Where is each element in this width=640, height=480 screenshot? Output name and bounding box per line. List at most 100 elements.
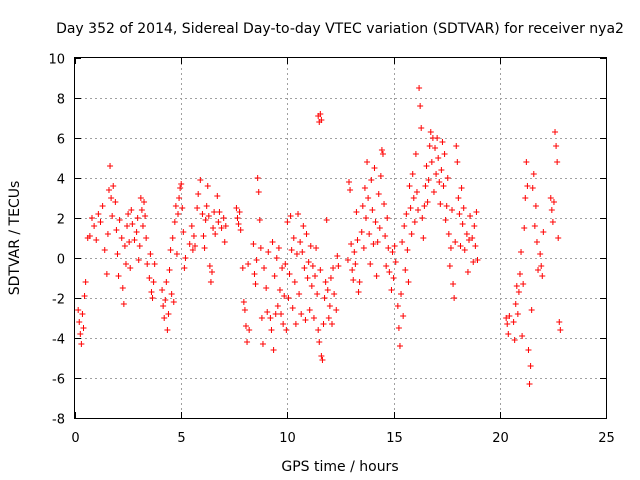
data-point (556, 319, 563, 325)
data-point (455, 195, 462, 201)
data-point (516, 271, 523, 277)
data-point (413, 189, 420, 195)
data-point (134, 215, 141, 221)
data-point (142, 213, 149, 219)
data-point (202, 217, 209, 223)
data-point (390, 275, 397, 281)
x-tick-label: 0 (71, 431, 79, 446)
data-point (416, 85, 423, 91)
data-point (521, 225, 528, 231)
y-tick-label: -4 (52, 333, 65, 348)
data-point (318, 353, 325, 359)
data-point (181, 265, 188, 271)
y-tick-label: 0 (57, 253, 65, 268)
data-point (109, 213, 116, 219)
data-point (302, 317, 309, 323)
data-point (307, 243, 314, 249)
data-point (518, 249, 525, 255)
data-point (236, 209, 243, 215)
data-point (235, 221, 242, 227)
data-point (242, 323, 249, 329)
data-point (115, 273, 122, 279)
data-point (389, 249, 396, 255)
data-point (520, 281, 527, 287)
data-point (75, 307, 82, 313)
data-point (453, 143, 460, 149)
data-point (251, 271, 258, 277)
data-point (365, 195, 372, 201)
data-point (353, 209, 360, 215)
data-point (404, 247, 411, 253)
y-tick-label: 10 (48, 53, 65, 68)
data-point (528, 307, 535, 313)
data-point (285, 295, 292, 301)
data-point (529, 185, 536, 191)
data-point (112, 199, 119, 205)
data-point (377, 173, 384, 179)
data-point (403, 211, 410, 217)
data-point (325, 315, 332, 321)
data-point (255, 189, 262, 195)
y-tick-label: 4 (57, 173, 65, 188)
data-point (510, 319, 517, 325)
data-point (442, 217, 449, 223)
data-point (555, 235, 562, 241)
data-point (104, 231, 111, 237)
data-point (327, 275, 334, 281)
data-point (278, 311, 285, 317)
data-point (273, 255, 280, 261)
data-point (526, 381, 533, 387)
data-point (86, 233, 93, 239)
data-point (392, 259, 399, 265)
data-point (405, 279, 412, 285)
data-point (409, 171, 416, 177)
data-point (77, 331, 84, 337)
data-point (452, 239, 459, 245)
data-point (128, 207, 135, 213)
data-point (275, 245, 282, 251)
data-point (91, 223, 98, 229)
data-point (454, 159, 461, 165)
data-point (329, 321, 336, 327)
data-point (326, 303, 333, 309)
data-point (433, 171, 440, 177)
data-point (527, 363, 534, 369)
data-point (503, 315, 510, 321)
data-point (460, 205, 467, 211)
data-point (370, 241, 377, 247)
data-point (372, 219, 379, 225)
data-point (386, 269, 393, 275)
data-point (296, 291, 303, 297)
data-point (540, 229, 547, 235)
data-point (549, 219, 556, 225)
data-point (535, 267, 542, 273)
data-point (354, 237, 361, 243)
data-point (82, 279, 89, 285)
data-point (180, 229, 187, 235)
data-point (116, 217, 123, 223)
data-point (131, 237, 138, 243)
data-point (141, 199, 148, 205)
data-point (240, 299, 247, 305)
data-point (395, 325, 402, 331)
data-point (127, 265, 134, 271)
data-point (254, 175, 261, 181)
data-point (333, 307, 340, 313)
data-point (362, 215, 369, 221)
data-point (463, 231, 470, 237)
data-point (383, 263, 390, 269)
data-point (122, 261, 129, 267)
data-point (469, 235, 476, 241)
data-point (532, 203, 539, 209)
data-point (151, 261, 158, 267)
data-point (288, 247, 295, 253)
data-point (298, 311, 305, 317)
data-point (186, 241, 193, 247)
data-point (523, 159, 530, 165)
data-point (195, 191, 202, 197)
y-tick-label: 8 (57, 93, 65, 108)
data-point (436, 179, 443, 185)
axis-ticks (75, 58, 607, 419)
data-point (95, 211, 102, 217)
data-point (426, 143, 433, 149)
